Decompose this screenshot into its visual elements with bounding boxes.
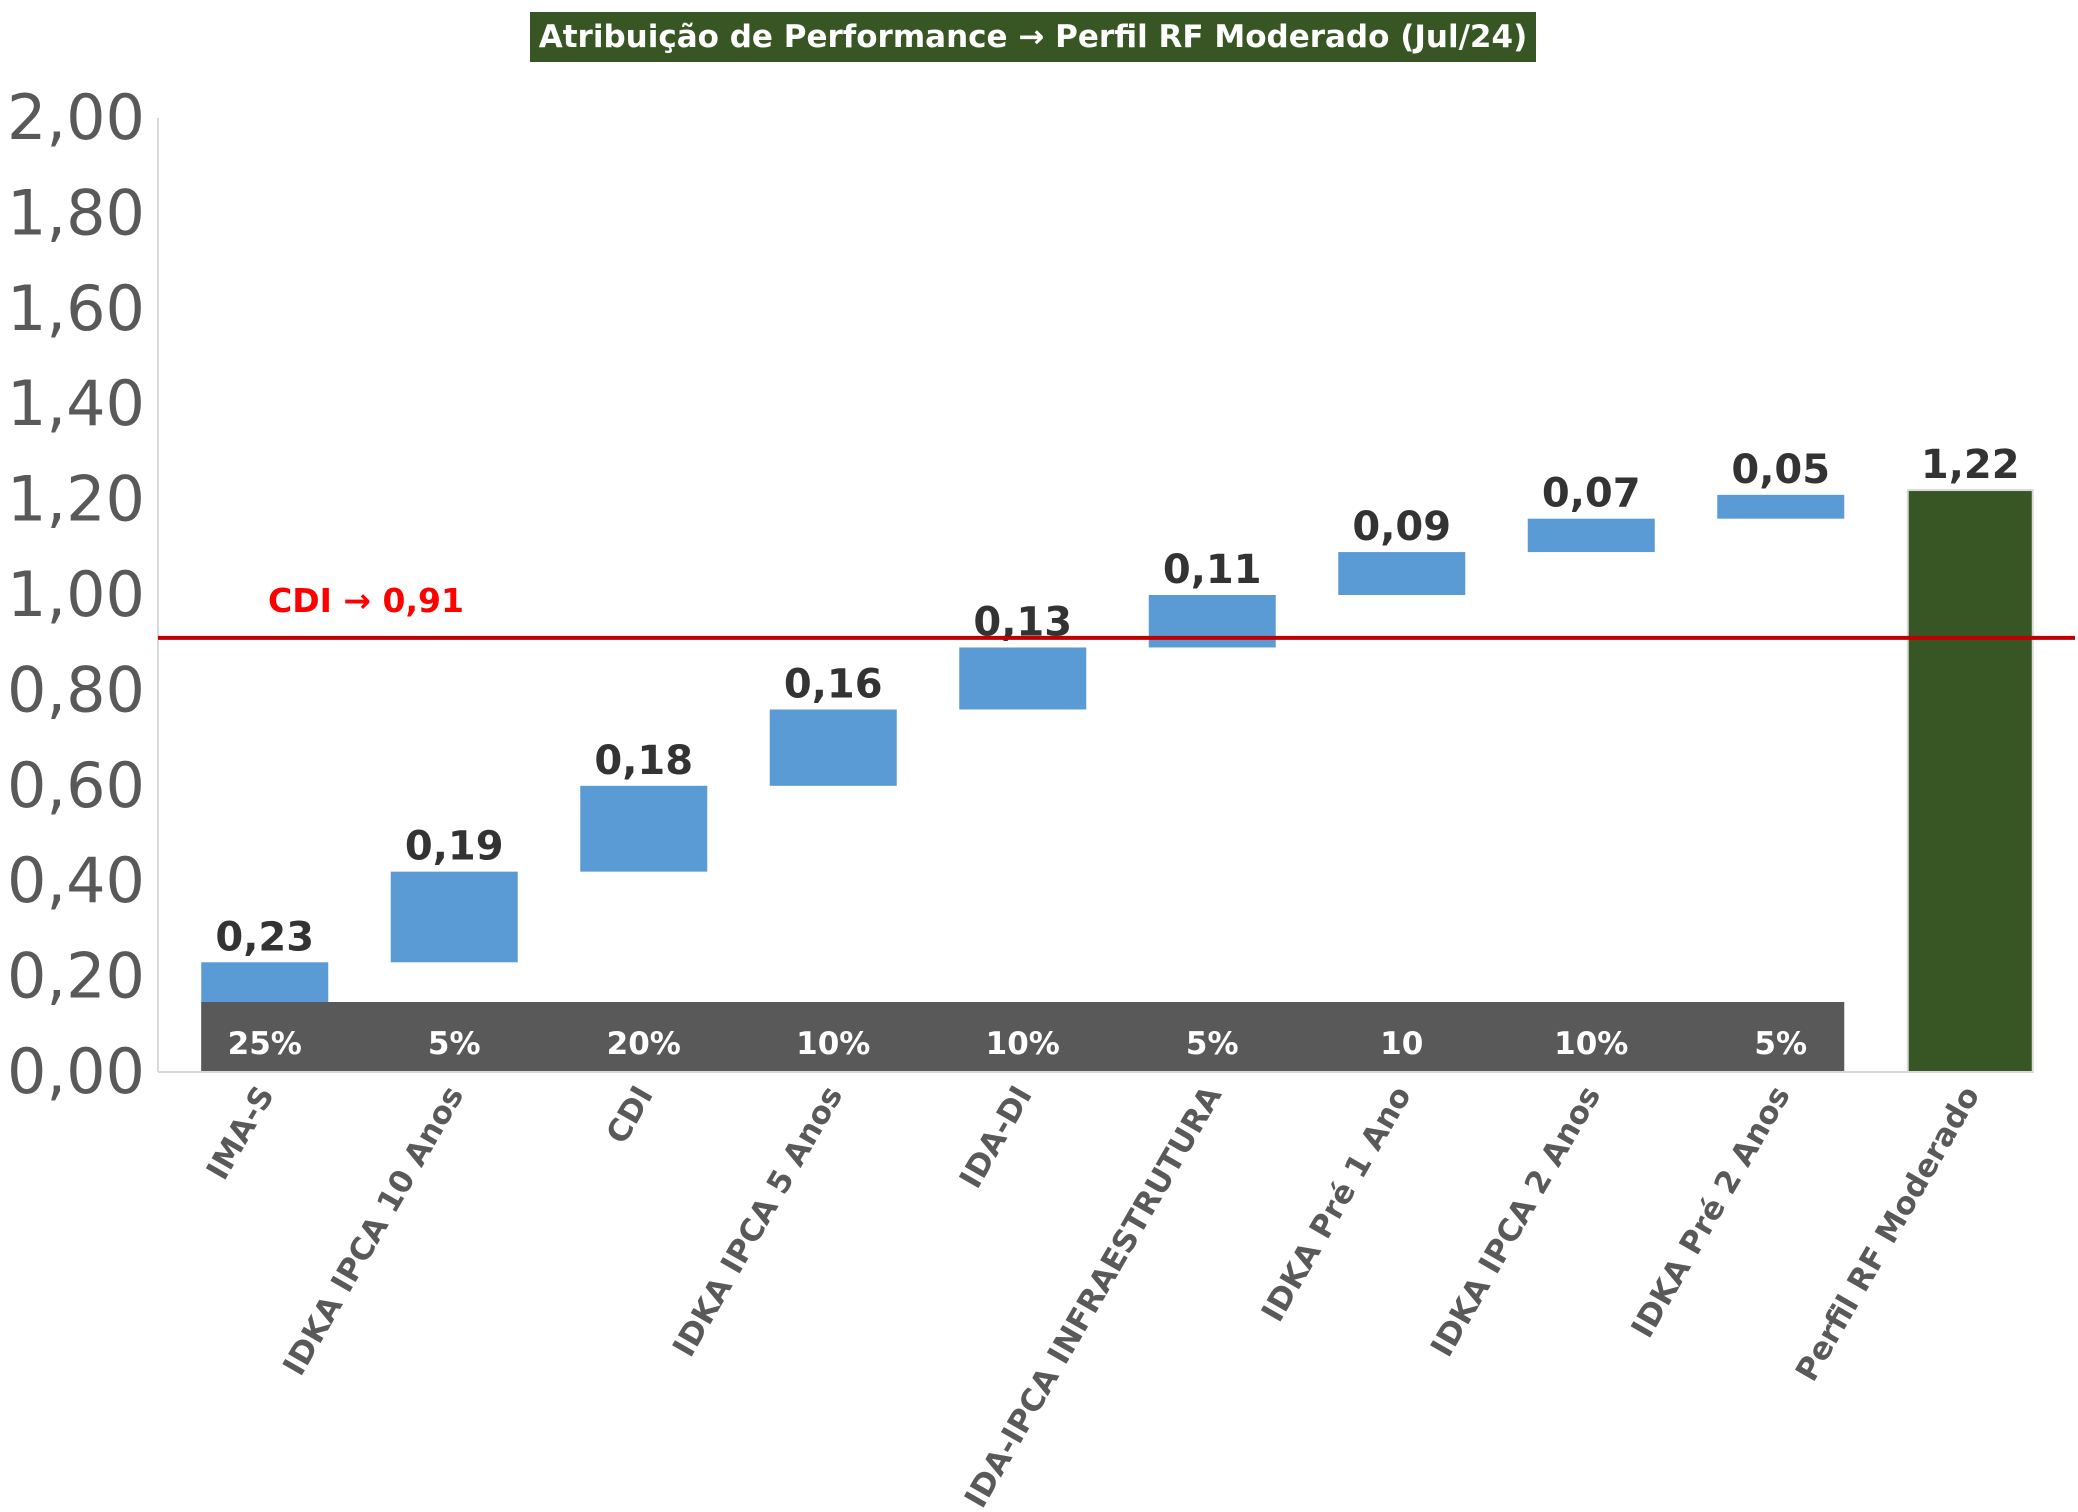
x-category-label: Perfil RF Moderado (1789, 1080, 1987, 1388)
total-bar (1906, 489, 2034, 1073)
data-label: 0,07 (1542, 471, 1641, 517)
y-tick-label: 0,40 (7, 844, 145, 917)
increment-bar (769, 709, 897, 786)
weight-label: 10 (1380, 1026, 1423, 1062)
x-category-label: IDA-DI (953, 1080, 1040, 1194)
x-category-label: IDKA IPCA 2 Anos (1424, 1080, 1608, 1363)
x-category-label: IDKA IPCA 10 Anos (276, 1080, 471, 1382)
data-label: 0,09 (1352, 504, 1451, 550)
weight-label: 10% (1554, 1026, 1628, 1062)
weight-label: 5% (428, 1026, 481, 1062)
data-label: 1,22 (1921, 442, 2020, 488)
cdi-reference-label: CDI → 0,91 (268, 581, 464, 620)
y-tick-label: 2,00 (7, 81, 145, 154)
y-tick-label: 1,20 (7, 463, 145, 536)
y-tick-label: 0,20 (7, 940, 145, 1013)
increment-bar (390, 871, 518, 963)
data-label: 0,18 (594, 738, 693, 784)
weights-band (201, 1002, 1845, 1072)
y-tick-label: 1,00 (7, 558, 145, 631)
x-category-label: IDKA IPCA 5 Anos (666, 1080, 850, 1363)
weight-label: 5% (1754, 1026, 1807, 1062)
x-category-label: IDKA Pré 2 Anos (1624, 1080, 1797, 1344)
increment-bar (1527, 518, 1655, 553)
data-label: 0,19 (405, 824, 504, 870)
increment-bar (959, 647, 1087, 710)
weight-label: 25% (228, 1026, 302, 1062)
y-tick-label: 1,80 (7, 176, 145, 249)
y-tick-label: 0,80 (7, 653, 145, 726)
y-tick-label: 1,60 (7, 272, 145, 345)
data-label: 0,23 (215, 914, 314, 960)
chart-title: Atribuição de Performance → Perfil RF Mo… (530, 12, 1536, 62)
data-label: 0,16 (784, 661, 883, 707)
weight-label: 10% (986, 1026, 1060, 1062)
data-label: 0,05 (1731, 447, 1830, 493)
x-category-label: CDI (599, 1080, 660, 1150)
x-category-label: IMA-S (200, 1080, 282, 1186)
y-tick-label: 1,40 (7, 367, 145, 440)
weight-label: 10% (796, 1026, 870, 1062)
weight-label: 20% (607, 1026, 681, 1062)
increment-bar (1717, 494, 1845, 519)
weight-label: 5% (1186, 1026, 1239, 1062)
y-tick-label: 0,00 (7, 1035, 145, 1108)
increment-bar (1338, 552, 1466, 595)
y-tick-label: 0,60 (7, 749, 145, 822)
increment-bar (580, 785, 708, 872)
x-category-label: IDKA Pré 1 Ano (1255, 1080, 1419, 1328)
data-label: 0,11 (1163, 547, 1262, 593)
